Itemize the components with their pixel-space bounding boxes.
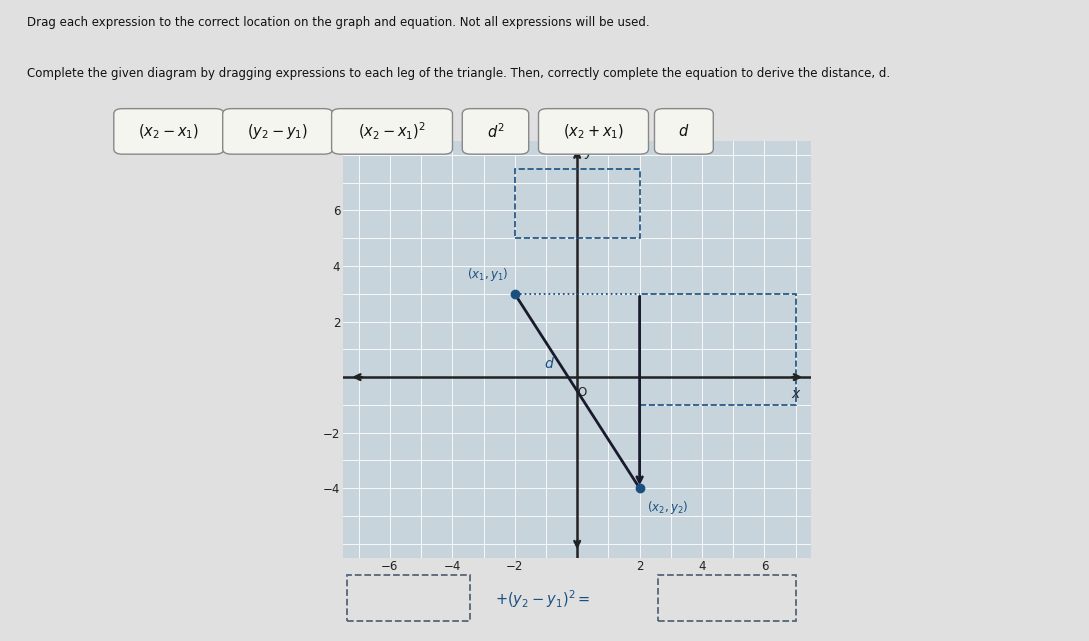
Text: $(x_2 - x_1)^2$: $(x_2 - x_1)^2$ [358,121,426,142]
Text: $d^2$: $d^2$ [487,122,504,141]
Text: x: x [792,387,799,401]
Text: Complete the given diagram by dragging expressions to each leg of the triangle. : Complete the given diagram by dragging e… [27,67,891,80]
Text: $(x_2 + x_1)$: $(x_2 + x_1)$ [563,122,624,140]
Text: $(y_2 - y_1)$: $(y_2 - y_1)$ [247,122,308,141]
Text: $d$: $d$ [543,356,554,370]
Text: O: O [577,386,587,399]
Text: $(x_1, y_1)$: $(x_1, y_1)$ [467,265,509,283]
Text: $+(y_2 - y_1)^2 =$: $+(y_2 - y_1)^2 =$ [495,588,591,610]
Text: $(x_2, y_2)$: $(x_2, y_2)$ [647,499,688,517]
Text: Drag each expression to the correct location on the graph and equation. Not all : Drag each expression to the correct loca… [27,16,650,29]
Text: $d$: $d$ [678,124,689,139]
Text: $(x_2 - x_1)$: $(x_2 - x_1)$ [138,122,199,140]
Text: y: y [584,145,592,159]
